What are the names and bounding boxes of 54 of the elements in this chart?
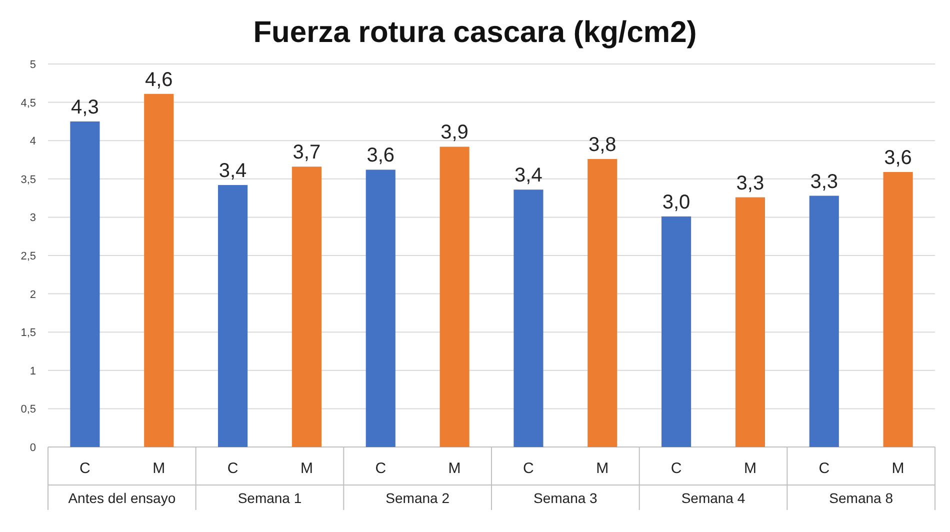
data-label: 4,6 (144, 68, 173, 91)
data-label: 3,6 (366, 144, 395, 167)
data-label: 3,7 (292, 142, 321, 164)
y-tick-label: 4 (30, 136, 36, 148)
bar (588, 158, 618, 447)
y-tick-label: 1,5 (20, 327, 36, 340)
text: Semana 2 (386, 490, 450, 506)
bar (883, 172, 913, 447)
y-tick-label: 3,5 (20, 174, 36, 186)
x-tick-label: C (818, 460, 830, 477)
bar (366, 170, 396, 447)
bar (218, 185, 248, 447)
x-tick-label: M (448, 460, 461, 477)
x-tick-label: M (892, 460, 904, 477)
x-tick-label: M (300, 460, 313, 477)
bar (144, 94, 174, 447)
chart-title: Fuerza rotura cascara (kg/cm2) (253, 16, 697, 49)
data-label: 4,3 (71, 96, 99, 118)
text: Semana 8 (829, 490, 894, 506)
x-tick-label: C (670, 460, 682, 477)
data-label: 3,3 (810, 170, 838, 193)
text: Semana 3 (534, 490, 598, 506)
y-tick-label: 4,5 (20, 97, 36, 110)
data-label: 3,0 (662, 191, 690, 214)
y-tick-label: 2 (30, 288, 36, 301)
x-tick-label: C (80, 460, 91, 477)
text: Antes del ensayo (68, 490, 176, 506)
text: Semana 1 (238, 490, 302, 506)
bar (735, 197, 765, 447)
data-label: 3,3 (736, 172, 764, 194)
y-tick-label: 3 (30, 212, 36, 224)
data-label: 3,4 (514, 164, 542, 187)
text: Semana 4 (681, 490, 746, 506)
y-tick-label: 1 (30, 365, 36, 378)
x-tick-label: C (375, 460, 386, 477)
x-tick-label: C (523, 460, 534, 477)
bar (292, 166, 322, 447)
x-tick-label: M (744, 460, 756, 477)
bar (514, 190, 544, 447)
data-label: 3,4 (218, 160, 247, 182)
bar (70, 121, 100, 447)
x-tick-label: M (596, 460, 609, 477)
y-tick-label: 0,5 (20, 404, 36, 416)
data-label: 3,9 (440, 122, 468, 144)
data-label: 3,8 (588, 134, 616, 156)
bar (662, 216, 692, 447)
data-label: 3,6 (884, 147, 912, 170)
y-tick-label: 0 (30, 442, 36, 454)
y-tick-label: 5 (30, 59, 36, 71)
x-tick-label: M (152, 460, 166, 477)
bar (809, 196, 839, 447)
x-tick-label: C (227, 460, 238, 477)
y-tick-label: 2,5 (20, 250, 36, 262)
bar (440, 146, 470, 447)
